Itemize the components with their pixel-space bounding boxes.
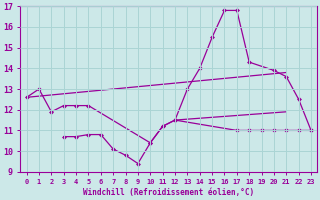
- X-axis label: Windchill (Refroidissement éolien,°C): Windchill (Refroidissement éolien,°C): [83, 188, 254, 197]
